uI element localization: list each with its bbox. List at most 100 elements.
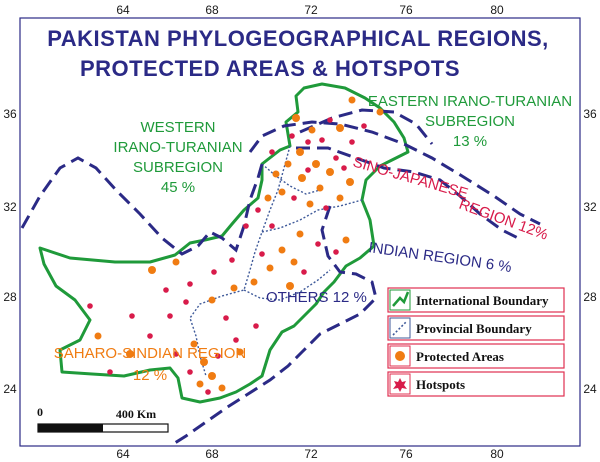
lon-label-bottom-68: 68: [205, 447, 219, 461]
protected-area-dot: [196, 380, 204, 388]
label-eastern-line2: SUBREGION: [425, 113, 515, 130]
map-title-line2: PROTECTED AREAS & HOTSPOTS: [80, 56, 460, 81]
protected-area-dot: [336, 124, 344, 132]
lat-label-left-24: 24: [3, 382, 17, 396]
provincial-boundary-1: [189, 145, 291, 377]
lon-label-top-80: 80: [490, 3, 504, 17]
scale-bar: 0 400 Km: [37, 405, 169, 433]
scale-label-end: 400 Km: [116, 407, 156, 421]
protected-areas-layer: [94, 96, 384, 392]
provincial-boundary-icon: [392, 320, 408, 336]
hotspot-marker: [319, 137, 325, 143]
label-saharo-line1: SAHARO-SINDIAN REGION: [54, 345, 247, 362]
hotspot-marker: [163, 287, 169, 293]
lat-label-right-32: 32: [583, 200, 597, 214]
hotspot-marker: [233, 337, 239, 343]
protected-area-dot: [208, 372, 216, 380]
protected-area-dot: [230, 284, 238, 292]
label-western-line4: 45 %: [161, 179, 195, 196]
region-boundary-sino-lower: [296, 146, 523, 242]
protected-area-dot: [278, 188, 286, 196]
scale-label-start: 0: [37, 405, 43, 419]
protected-area-dot: [250, 278, 258, 286]
region-boundary-sino-upper: [248, 120, 541, 226]
protected-area-dot: [342, 236, 350, 244]
hotspot-marker: [259, 251, 265, 257]
protected-area-dot: [336, 194, 344, 202]
hotspot-marker: [183, 299, 189, 305]
legend-item-provincial-box: [387, 315, 565, 341]
label-western-line2: IRANO-TURANIAN: [113, 139, 242, 156]
legend: International Boundary Provincial Bounda…: [387, 287, 565, 397]
hotspot-marker: [333, 155, 339, 161]
protected-area-dot: [286, 282, 294, 290]
hotspot-marker: [341, 165, 347, 171]
map-title-line1: PAKISTAN PHYLOGEOGRAPHICAL REGIONS,: [47, 26, 549, 51]
legend-label-international: International Boundary: [416, 293, 549, 308]
hotspot-marker: [253, 323, 259, 329]
lon-label-top-68: 68: [205, 3, 219, 17]
protected-area-dot: [346, 178, 354, 186]
label-western-line1: WESTERN: [141, 119, 216, 136]
scale-bar-fill: [38, 424, 103, 432]
hotspot-marker: [289, 133, 295, 139]
hotspot-marker: [323, 205, 329, 211]
lon-label-bottom-80: 80: [490, 447, 504, 461]
protected-area-dot: [126, 350, 134, 358]
hotspot-marker: [269, 149, 275, 155]
hotspot-icon: [393, 378, 407, 392]
protected-area-dot: [272, 170, 280, 178]
hotspot-marker: [211, 269, 217, 275]
hotspot-marker: [205, 389, 211, 395]
protected-area-dot: [308, 126, 316, 134]
legend-item-hotspots-box: [387, 371, 565, 397]
region-boundary-eastern: [299, 108, 434, 145]
protected-area-dot: [292, 114, 300, 122]
hotspot-marker: [255, 207, 261, 213]
label-eastern-line1: EASTERN IRANO-TURANIAN: [368, 93, 572, 110]
hotspot-marker: [349, 139, 355, 145]
hotspot-marker: [305, 139, 311, 145]
lat-label-right-24: 24: [583, 382, 597, 396]
legend-item-protected-box: [387, 343, 565, 369]
hotspot-marker: [315, 241, 321, 247]
hotspot-marker: [291, 195, 297, 201]
protected-area-dot: [306, 200, 314, 208]
hotspot-marker: [107, 369, 113, 375]
lat-label-right-28: 28: [583, 290, 597, 304]
provincial-boundary-2: [243, 269, 331, 301]
lon-label-top-76: 76: [399, 3, 413, 17]
lat-label-right-36: 36: [583, 107, 597, 121]
protected-area-dot: [326, 168, 334, 176]
protected-area-dot: [284, 160, 292, 168]
region-boundary-western: [20, 156, 264, 256]
lat-label-left-32: 32: [3, 200, 17, 214]
protected-area-dot: [376, 108, 384, 116]
protected-area-dot: [148, 266, 156, 274]
hotspot-marker: [361, 123, 367, 129]
label-eastern-line3: 13 %: [453, 133, 487, 150]
protected-area-dot: [290, 258, 298, 266]
legend-label-hotspots: Hotspots: [416, 377, 465, 392]
protected-area-dot: [218, 384, 226, 392]
hotspot-marker: [167, 313, 173, 319]
protected-area-dot: [264, 194, 272, 202]
label-saharo-line2: 12 %: [133, 367, 167, 384]
hotspot-marker: [187, 369, 193, 375]
protected-area-dot: [296, 148, 304, 156]
region-boundary-indian: [169, 205, 378, 448]
international-boundary-icon: [392, 291, 410, 307]
lat-label-left-36: 36: [3, 107, 17, 121]
hotspot-marker: [305, 167, 311, 173]
legend-item-international-box: [387, 287, 565, 313]
hotspot-marker: [229, 257, 235, 263]
lon-label-top-72: 72: [304, 3, 318, 17]
hotspot-marker: [215, 353, 221, 359]
lat-label-left-28: 28: [3, 290, 17, 304]
hotspot-marker: [301, 269, 307, 275]
protected-area-dot: [316, 184, 324, 192]
hotspot-marker: [87, 303, 93, 309]
protected-area-dot: [266, 264, 274, 272]
hotspots-layer: [87, 117, 367, 395]
protected-area-dot: [200, 358, 208, 366]
